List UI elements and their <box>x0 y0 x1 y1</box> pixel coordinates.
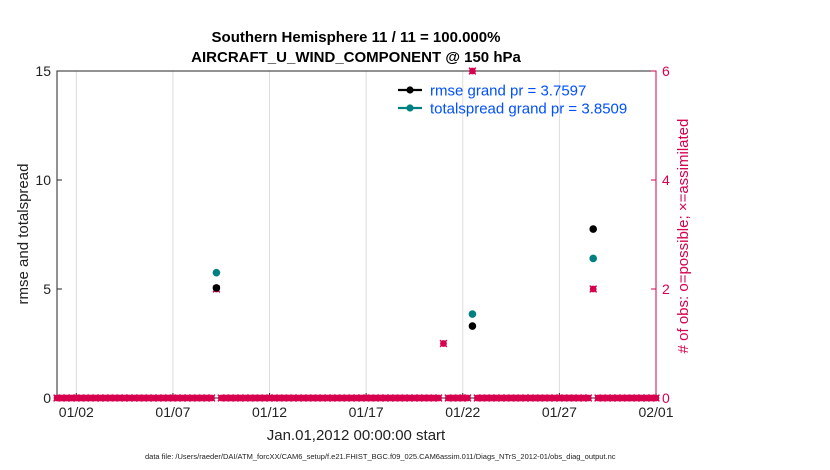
footer-data-file: data file: /Users/raeder/DAI/ATM_forcXX/… <box>145 452 616 461</box>
obs-assimilated-marker <box>652 394 660 402</box>
x-tick-label: 01/12 <box>252 404 287 420</box>
obs-count-series <box>53 67 660 402</box>
obs-assimilated-marker <box>589 285 598 293</box>
obs-assimilated-marker <box>584 394 593 402</box>
x-tick-label: 02/01 <box>638 404 673 420</box>
rmse-point <box>468 322 477 330</box>
y-right-tick-label: 0 <box>662 390 670 406</box>
legend: rmse grand pr = 3.7597 totalspread grand… <box>398 83 627 118</box>
y-axis-left: 0 5 10 15 <box>35 63 62 406</box>
legend-totalspread-label: totalspread grand pr = 3.8509 <box>430 101 627 118</box>
totalspread-point <box>589 254 598 263</box>
legend-rmse-label: rmse grand pr = 3.7597 <box>430 83 586 100</box>
obs-assimilated-marker <box>463 394 472 402</box>
y-left-tick-label: 10 <box>35 172 51 188</box>
y-right-tick-label: 6 <box>662 63 670 79</box>
x-axis-label: Jan.01,2012 00:00:00 start <box>267 427 446 444</box>
rmse-point <box>212 284 221 292</box>
obs-assimilated-marker <box>207 394 216 402</box>
rmse-point <box>589 225 598 233</box>
y-left-tick-label: 0 <box>43 390 51 406</box>
y-right-tick-label: 4 <box>662 172 670 188</box>
y-left-tick-label: 15 <box>35 63 51 79</box>
x-axis: 01/02 01/07 01/12 01/17 01/22 01/27 02/01 <box>59 393 674 420</box>
x-tick-label: 01/02 <box>59 404 94 420</box>
totalspread-point <box>212 268 221 277</box>
x-tick-label: 01/27 <box>542 404 577 420</box>
y-axis-right-label: # of obs: o=possible; ×=assimilated <box>675 119 692 354</box>
y-left-tick-label: 5 <box>43 281 51 297</box>
y-axis-left-label: rmse and totalspread <box>15 164 32 305</box>
obs-assimilated-marker <box>439 339 448 348</box>
data-series <box>212 225 598 330</box>
x-tick-label: 01/07 <box>155 404 190 420</box>
totalspread-point <box>468 310 477 318</box>
obs-assimilated-marker <box>434 394 443 402</box>
chart-title-line2: AIRCRAFT_U_WIND_COMPONENT @ 150 hPa <box>191 49 521 66</box>
chart-title-line1: Southern Hemisphere 11 / 11 = 100.000% <box>212 29 501 46</box>
legend-rmse-marker <box>406 86 414 94</box>
x-tick-label: 01/22 <box>445 404 480 420</box>
obs-assimilated-marker <box>468 67 477 75</box>
legend-totalspread-marker <box>406 104 414 112</box>
y-right-tick-label: 2 <box>662 281 670 297</box>
x-tick-label: 01/17 <box>349 404 384 420</box>
